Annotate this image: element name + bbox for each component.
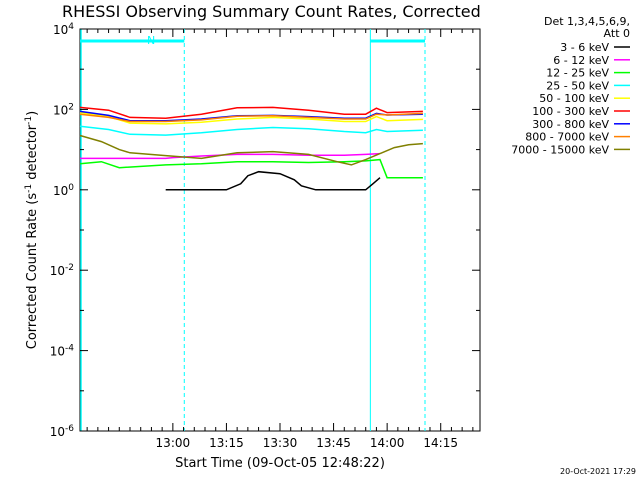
series-line-4	[79, 125, 423, 136]
legend-item-1: 3 - 6 keV	[560, 41, 630, 54]
legend-item-3: 12 - 25 keV	[546, 67, 630, 80]
y-label-sup2: -1	[24, 116, 34, 125]
night-intervals	[80, 29, 426, 431]
y-axis: 104 102 100 10-2 10-4 10-6	[50, 22, 480, 439]
legend-label: 7000 - 15000 keV	[511, 143, 609, 156]
y-label-end: )	[25, 111, 40, 116]
x-tick-label: 13:15	[209, 436, 244, 450]
series-line-9	[79, 134, 423, 166]
y-label-main: Corrected Count Rate (s	[25, 193, 40, 350]
y-tick-label: 102	[53, 102, 74, 117]
series-group	[79, 106, 423, 191]
series-line-2	[80, 152, 381, 160]
legend-label: 3 - 6 keV	[560, 41, 609, 54]
legend-label: 50 - 100 keV	[539, 92, 609, 105]
y-tick-label: 10-4	[50, 344, 75, 359]
series-line-1	[165, 170, 381, 191]
legend-label: 800 - 7000 keV	[525, 131, 609, 144]
x-tick-label: 13:30	[263, 436, 298, 450]
x-tick-label: 13:45	[316, 436, 351, 450]
x-tick-label: 13:00	[156, 436, 191, 450]
legend-item-6: 100 - 300 keV	[532, 105, 630, 118]
y-label-mid: detector	[25, 124, 40, 184]
legend-label: 6 - 12 keV	[553, 54, 609, 67]
y-tick-label: 10-6	[50, 424, 75, 439]
legend-header-line1: Det 1,3,4,5,6,9,	[544, 15, 630, 28]
x-axis-label: Start Time (09-Oct-05 12:48:22)	[175, 456, 385, 471]
y-tick-label: 104	[53, 22, 74, 37]
annotation-n: N	[147, 34, 155, 47]
night-interval-2	[369, 29, 426, 431]
legend-label: 25 - 50 keV	[546, 79, 609, 92]
legend-item-5: 50 - 100 keV	[539, 92, 630, 105]
legend-label: 12 - 25 keV	[546, 67, 609, 80]
footer-timestamp: 20-Oct-2021 17:29	[560, 467, 636, 476]
chart-title: RHESSI Observing Summary Count Rates, Co…	[62, 2, 481, 21]
legend-label: 300 - 800 keV	[532, 118, 609, 131]
legend-label: 100 - 300 keV	[532, 105, 609, 118]
series-line-5	[79, 111, 423, 125]
legend-item-9: 7000 - 15000 keV	[511, 143, 630, 156]
series-line-3	[79, 158, 423, 179]
legend-item-4: 25 - 50 keV	[546, 79, 630, 92]
y-label-sup1: -1	[24, 184, 34, 193]
series-line-8	[79, 112, 423, 123]
y-tick-label: 100	[53, 183, 74, 198]
plot-frame	[79, 28, 481, 432]
series-line-6	[79, 106, 423, 119]
y-axis-label: Corrected Count Rate (s-1 detector-1)	[24, 111, 40, 349]
legend-item-2: 6 - 12 keV	[553, 54, 630, 67]
y-tick-label: 10-2	[50, 263, 74, 278]
night-interval-1	[80, 29, 185, 431]
x-tick-label: 14:15	[423, 436, 458, 450]
x-tick-label: 14:00	[370, 436, 405, 450]
x-axis: 13:00 13:15 13:30 13:45 14:00 14:15	[86, 29, 474, 450]
legend-header-line2: Att 0	[604, 27, 630, 40]
legend-item-8: 800 - 7000 keV	[525, 131, 630, 144]
legend-item-7: 300 - 800 keV	[532, 118, 630, 131]
